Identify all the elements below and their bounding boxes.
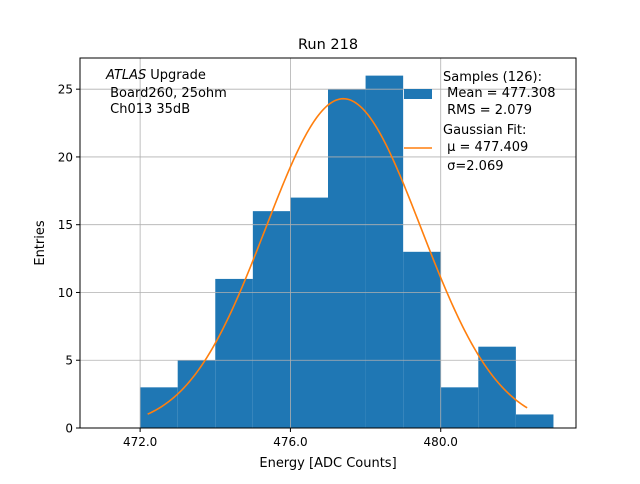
annotation-line-2: Board260, 25ohm [106, 86, 227, 101]
bars [140, 75, 554, 429]
histogram-bar [515, 414, 554, 428]
y-tick-label: 0 [65, 422, 73, 436]
chart-title: Run 218 [298, 37, 358, 53]
x-axis-label: Energy [ADC Counts] [259, 456, 396, 471]
plot-frame [79, 57, 577, 429]
x-tick-label: 480.0 [424, 435, 458, 449]
y-tick-label: 5 [65, 354, 73, 368]
histogram-bar [290, 197, 328, 428]
annotation-line-3: Ch013 35dB [106, 102, 190, 117]
histogram-bar [403, 251, 441, 428]
legend-fit-line-1: Gaussian Fit: [443, 123, 526, 138]
y-tick-label: 20 [58, 150, 73, 164]
y-tick-label: 15 [58, 218, 73, 232]
y-tick-label: 25 [58, 83, 73, 97]
y-tick-label: 10 [58, 286, 73, 300]
legend-fit-line-2: μ = 477.409 [443, 140, 528, 155]
histogram-bar [215, 278, 253, 428]
histogram-bar [478, 346, 516, 428]
x-tick-label: 476.0 [273, 435, 307, 449]
histogram-bar [252, 211, 291, 428]
y-axis-label: Entries [33, 220, 48, 266]
histogram-bar [328, 89, 366, 429]
histogram-bar [440, 387, 479, 428]
atlas-label: ATLAS [105, 68, 146, 83]
legend-hist-patch [404, 89, 432, 99]
legend-hist-line-3: RMS = 2.079 [443, 103, 532, 118]
annotation-line-1: ATLAS Upgrade [105, 68, 206, 83]
legend-hist-line-2: Mean = 477.308 [443, 86, 555, 101]
legend-fit-line-3: σ=2.069 [443, 159, 503, 174]
x-tick-label: 472.0 [123, 435, 157, 449]
legend: Samples (126): Mean = 477.308 RMS = 2.07… [404, 70, 555, 174]
histogram-bar [177, 360, 216, 428]
gaussian-fit-line [147, 97, 528, 415]
legend-hist-line-1: Samples (126): [443, 70, 542, 85]
ticks: 472.0 476.0 480.0 0 5 10 15 20 25 [58, 83, 458, 449]
histogram-bar [365, 75, 404, 428]
annotation: ATLAS Upgrade Board260, 25ohm Ch013 35dB [105, 68, 227, 117]
